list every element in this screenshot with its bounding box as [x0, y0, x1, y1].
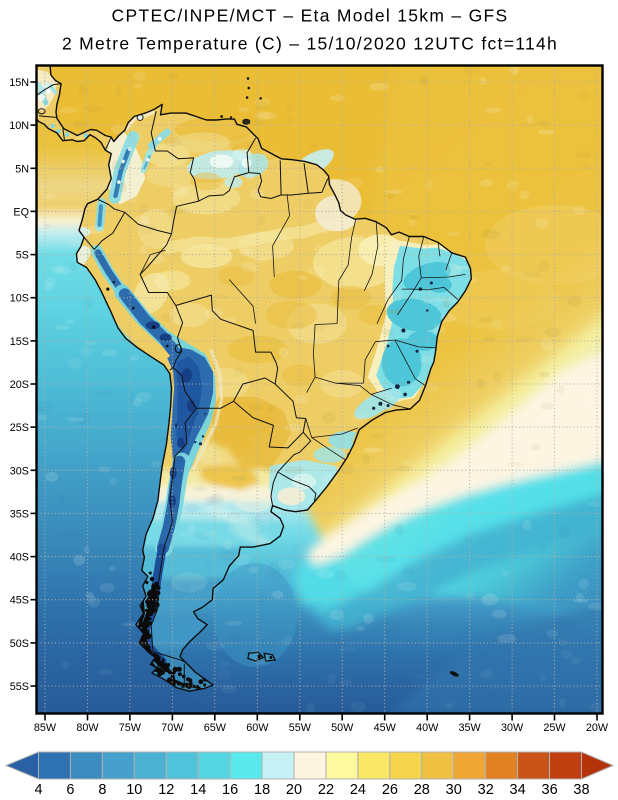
svg-text:20W: 20W [586, 722, 609, 734]
svg-text:15S: 15S [10, 336, 29, 348]
svg-text:70W: 70W [161, 722, 184, 734]
svg-text:75W: 75W [119, 722, 142, 734]
svg-text:65W: 65W [204, 722, 227, 734]
svg-text:45S: 45S [10, 595, 29, 607]
svg-text:60W: 60W [246, 722, 269, 734]
svg-text:12: 12 [158, 782, 174, 798]
svg-text:30S: 30S [10, 465, 29, 477]
svg-text:50S: 50S [10, 638, 29, 650]
svg-text:36: 36 [542, 782, 558, 798]
svg-text:28: 28 [414, 782, 430, 798]
svg-text:18: 18 [254, 782, 270, 798]
svg-text:4: 4 [34, 782, 42, 798]
svg-text:38: 38 [573, 782, 589, 798]
svg-text:34: 34 [510, 782, 526, 798]
svg-text:40W: 40W [416, 722, 439, 734]
svg-text:10N: 10N [9, 120, 29, 132]
svg-text:15N: 15N [9, 77, 29, 89]
svg-text:10: 10 [126, 782, 142, 798]
svg-text:35W: 35W [458, 722, 481, 734]
svg-text:EQ: EQ [13, 206, 29, 218]
svg-text:24: 24 [350, 782, 366, 798]
svg-text:30: 30 [446, 782, 462, 798]
svg-text:14: 14 [190, 782, 206, 798]
svg-text:20: 20 [286, 782, 302, 798]
svg-text:26: 26 [382, 782, 398, 798]
svg-text:10S: 10S [10, 293, 29, 305]
svg-text:35S: 35S [10, 508, 29, 520]
svg-text:50W: 50W [331, 722, 354, 734]
svg-text:CPTEC/INPE/MCT – Eta Model 15: CPTEC/INPE/MCT – Eta Model 15km – GFS [112, 6, 509, 26]
svg-text:32: 32 [478, 782, 494, 798]
svg-text:5N: 5N [15, 163, 29, 175]
svg-text:25S: 25S [10, 422, 29, 434]
svg-text:85W: 85W [34, 722, 57, 734]
svg-text:30W: 30W [501, 722, 524, 734]
svg-text:55S: 55S [10, 681, 29, 693]
svg-text:22: 22 [318, 782, 334, 798]
svg-text:80W: 80W [76, 722, 99, 734]
svg-text:55W: 55W [289, 722, 312, 734]
svg-text:2 Metre Temperature (C) – 15/1: 2 Metre Temperature (C) – 15/10/2020 12U… [62, 34, 558, 54]
svg-text:5S: 5S [16, 250, 29, 262]
svg-text:16: 16 [222, 782, 238, 798]
svg-text:25W: 25W [543, 722, 566, 734]
svg-text:45W: 45W [374, 722, 397, 734]
svg-text:20S: 20S [10, 379, 29, 391]
svg-text:40S: 40S [10, 552, 29, 564]
svg-text:6: 6 [66, 782, 74, 798]
svg-text:8: 8 [98, 782, 106, 798]
